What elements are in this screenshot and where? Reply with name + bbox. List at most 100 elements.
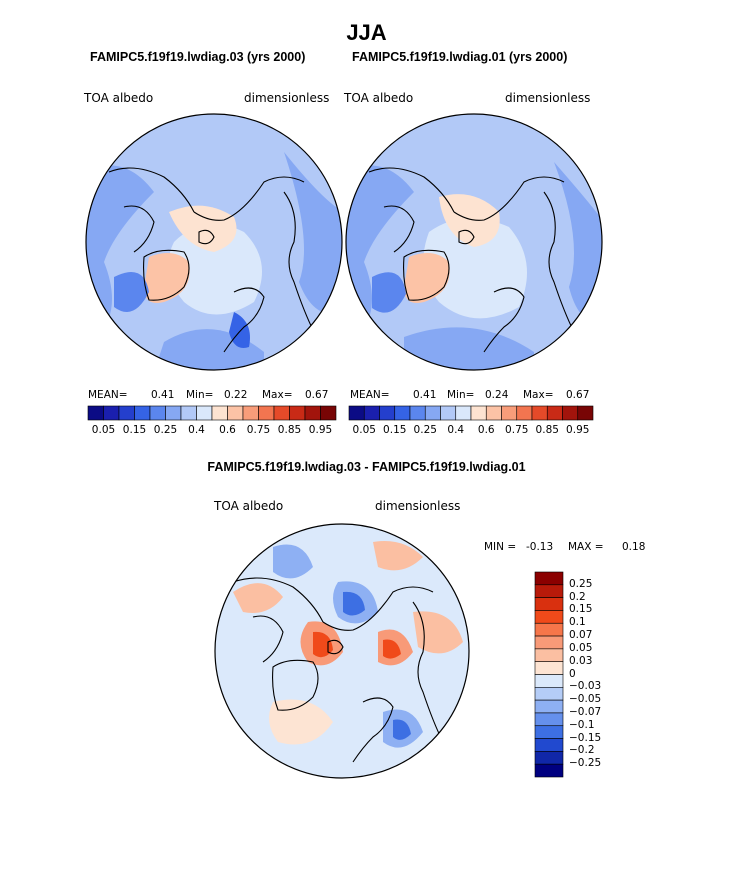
diff-max-label: MAX = (568, 541, 604, 553)
colorbar-tick-label: 0.25 (569, 577, 593, 590)
colorbar-swatch (103, 405, 120, 421)
colorbar-tick-label: 0.4 (188, 424, 205, 436)
colorbar-swatch (379, 405, 396, 421)
colorbar-swatch (304, 405, 321, 421)
panel-1-field-ice (168, 224, 262, 315)
colorbar-tick-label: 0.2 (569, 590, 586, 603)
diff-field-pos-3 (313, 631, 401, 659)
colorbar-swatch (534, 712, 564, 727)
page-title: JJA (346, 20, 387, 45)
colorbar-tick-label: −0.1 (569, 718, 595, 731)
panel-1-field-west-low (114, 272, 149, 312)
colorbar-swatch (363, 405, 380, 421)
colorbar-swatch (409, 405, 426, 421)
colorbar-swatch (534, 584, 564, 598)
panel-1-units-label: dimensionless (244, 91, 330, 105)
colorbar-swatch (470, 405, 487, 421)
colorbar-swatch (534, 674, 564, 688)
colorbar-swatch (534, 751, 564, 765)
colorbar-tick-label: −0.05 (569, 693, 602, 706)
colorbar-tick-label: 0.15 (569, 603, 593, 616)
colorbar-swatch (534, 699, 564, 714)
panel-2-max-value: 0.67 (566, 389, 590, 401)
panel-1-field-greenland (144, 253, 190, 303)
colorbar-tick-label: 0.05 (569, 641, 593, 654)
colorbar-swatch (289, 405, 306, 421)
colorbar-tick-label: 0 (569, 667, 576, 680)
colorbar-swatch (546, 405, 563, 421)
colorbar-swatch (534, 763, 564, 778)
colorbar-tick-label: 0.25 (153, 424, 178, 436)
panel-2-mean-value: 0.41 (413, 389, 437, 401)
diff-title: FAMIPC5.f19f19.lwdiag.03 - FAMIPC5.f19f1… (207, 460, 526, 474)
colorbar-tick-label: −0.03 (569, 680, 602, 693)
colorbar-swatch (534, 610, 564, 624)
colorbar-swatch (562, 405, 579, 421)
diff-units-label: dimensionless (375, 499, 461, 513)
colorbar-swatch (485, 405, 502, 421)
colorbar-tick-label: 0.85 (535, 424, 559, 436)
colorbar-swatch (534, 648, 564, 662)
colorbar-swatch (577, 405, 594, 421)
colorbar-tick-label: 0.6 (477, 424, 495, 436)
colorbar-swatch (165, 405, 182, 421)
diff-max-value: 0.18 (622, 541, 646, 553)
colorbar-tick-label: −0.07 (569, 705, 602, 718)
colorbar-tick-label: 0.6 (219, 424, 236, 436)
colorbar-swatch (134, 405, 151, 421)
colorbar-tick-label: 0.1 (569, 616, 586, 629)
colorbar-swatch (273, 405, 290, 421)
panel-2-coast-2 (403, 191, 575, 353)
panel-2-coast-1 (368, 167, 565, 253)
panel-1-field-arctic-high (169, 205, 237, 252)
colorbar-tick-label: 0.4 (447, 424, 465, 436)
colorbar-tick-label: 0.05 (91, 424, 116, 436)
colorbar-tick-label: 0.15 (122, 424, 147, 436)
panel-2-field-west-low (372, 272, 406, 313)
colorbar-swatch (149, 405, 166, 421)
colorbar-tick-label: −0.2 (569, 744, 595, 757)
diff-coast-2 (272, 601, 444, 763)
panel-1-max-value: 0.67 (305, 389, 329, 401)
colorbar-swatch (242, 405, 259, 421)
panel-2-field-lowband-east (554, 162, 602, 323)
diff-field-pos-south (269, 699, 333, 745)
panel-2-title: FAMIPC5.f19f19.lwdiag.01 (yrs 2000) (352, 50, 568, 64)
colorbar-swatch (501, 405, 518, 421)
panel-2-field-greenland (404, 253, 450, 303)
panel-1-field-hudson-low (229, 312, 250, 348)
panel-1-map (85, 113, 343, 371)
panel-1-mean-label: MEAN= (88, 389, 128, 401)
colorbar-tick-label: 0.05 (352, 424, 376, 436)
colorbar-swatch (534, 725, 564, 739)
colorbar-swatch (534, 661, 564, 675)
colorbar-swatch (534, 738, 564, 752)
panel-1-min-value: 0.22 (224, 389, 248, 401)
colorbar-swatch (87, 405, 104, 421)
panel-1-field-label: TOA albedo (84, 91, 154, 105)
panel-2-mean-label: MEAN= (350, 389, 390, 401)
diff-field-pos-1 (233, 541, 463, 654)
colorbar-swatch (534, 571, 564, 586)
colorbar-swatch (196, 405, 213, 421)
colorbar-swatch (348, 405, 365, 421)
colorbar-swatch (531, 405, 548, 421)
diff-field-label: TOA albedo (214, 499, 284, 513)
panel-2-min-label: Min= (447, 389, 475, 401)
colorbar-tick-label: −0.25 (569, 757, 602, 770)
colorbar-swatch (118, 405, 135, 421)
colorbar-tick-label: 0.95 (566, 424, 590, 436)
panel-2-field-ice (423, 218, 527, 319)
panel-2-map (345, 113, 603, 371)
colorbar-tick-label: 0.15 (383, 424, 407, 436)
colorbar-swatch (534, 635, 564, 650)
colorbar-swatch (440, 405, 457, 421)
panel-2-units-label: dimensionless (505, 91, 591, 105)
diff-field-neg-2 (343, 591, 411, 740)
colorbar-tick-label: 0.03 (569, 654, 593, 667)
panel-2-field-lowband-south (404, 327, 534, 370)
colorbar-swatch (394, 405, 411, 421)
colorbar-tick-label: −0.15 (569, 731, 602, 744)
diff-colorbar (534, 571, 564, 778)
panel-2-colorbar (348, 405, 594, 421)
